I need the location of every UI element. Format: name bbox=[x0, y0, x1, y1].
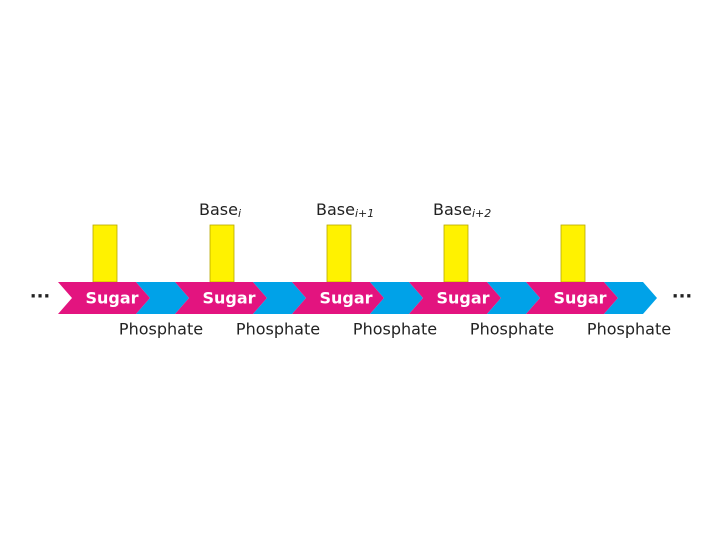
base-subscript: i+2 bbox=[472, 207, 491, 220]
base-label: Basei bbox=[199, 200, 241, 221]
base-subscript: i bbox=[238, 207, 241, 220]
sugar-segment bbox=[526, 282, 618, 314]
sugar-label: Sugar bbox=[553, 289, 606, 308]
phosphate-label: Phosphate bbox=[587, 320, 671, 339]
phosphate-segment bbox=[604, 282, 657, 314]
base-name: Base bbox=[316, 200, 355, 219]
base-name: Base bbox=[199, 200, 238, 219]
sugar-segment bbox=[175, 282, 267, 314]
phosphate-label: Phosphate bbox=[119, 320, 203, 339]
phosphate-segment bbox=[136, 282, 189, 314]
sugar-segment bbox=[58, 282, 150, 314]
base-label: Basei+1 bbox=[316, 200, 374, 221]
sugar-segment bbox=[292, 282, 384, 314]
base-label: Basei+2 bbox=[433, 200, 491, 221]
base-block bbox=[326, 224, 352, 283]
sugar-label: Sugar bbox=[85, 289, 138, 308]
phosphate-segment bbox=[487, 282, 540, 314]
phosphate-segment bbox=[253, 282, 306, 314]
phosphate-label: Phosphate bbox=[470, 320, 554, 339]
base-name: Base bbox=[433, 200, 472, 219]
base-block bbox=[560, 224, 586, 283]
sugar-segment bbox=[409, 282, 501, 314]
sugar-label: Sugar bbox=[202, 289, 255, 308]
base-subscript: i+1 bbox=[355, 207, 374, 220]
phosphate-label: Phosphate bbox=[353, 320, 437, 339]
base-block bbox=[443, 224, 469, 283]
base-block bbox=[92, 224, 118, 283]
ellipsis-left: ··· bbox=[30, 286, 51, 307]
base-block bbox=[209, 224, 235, 283]
phosphate-label: Phosphate bbox=[236, 320, 320, 339]
sugar-label: Sugar bbox=[436, 289, 489, 308]
phosphate-segment bbox=[370, 282, 423, 314]
sugar-label: Sugar bbox=[319, 289, 372, 308]
ellipsis-right: ··· bbox=[672, 286, 693, 307]
